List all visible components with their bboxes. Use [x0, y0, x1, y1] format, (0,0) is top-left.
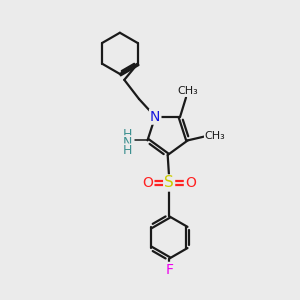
Text: O: O — [142, 176, 153, 190]
Text: O: O — [185, 176, 196, 190]
Text: CH₃: CH₃ — [205, 131, 226, 141]
Text: N: N — [150, 110, 160, 124]
Text: CH₃: CH₃ — [177, 86, 198, 96]
Text: H: H — [123, 128, 133, 141]
Text: S: S — [164, 176, 174, 190]
Text: N: N — [123, 136, 133, 149]
Text: F: F — [165, 263, 173, 277]
Text: H: H — [123, 145, 133, 158]
